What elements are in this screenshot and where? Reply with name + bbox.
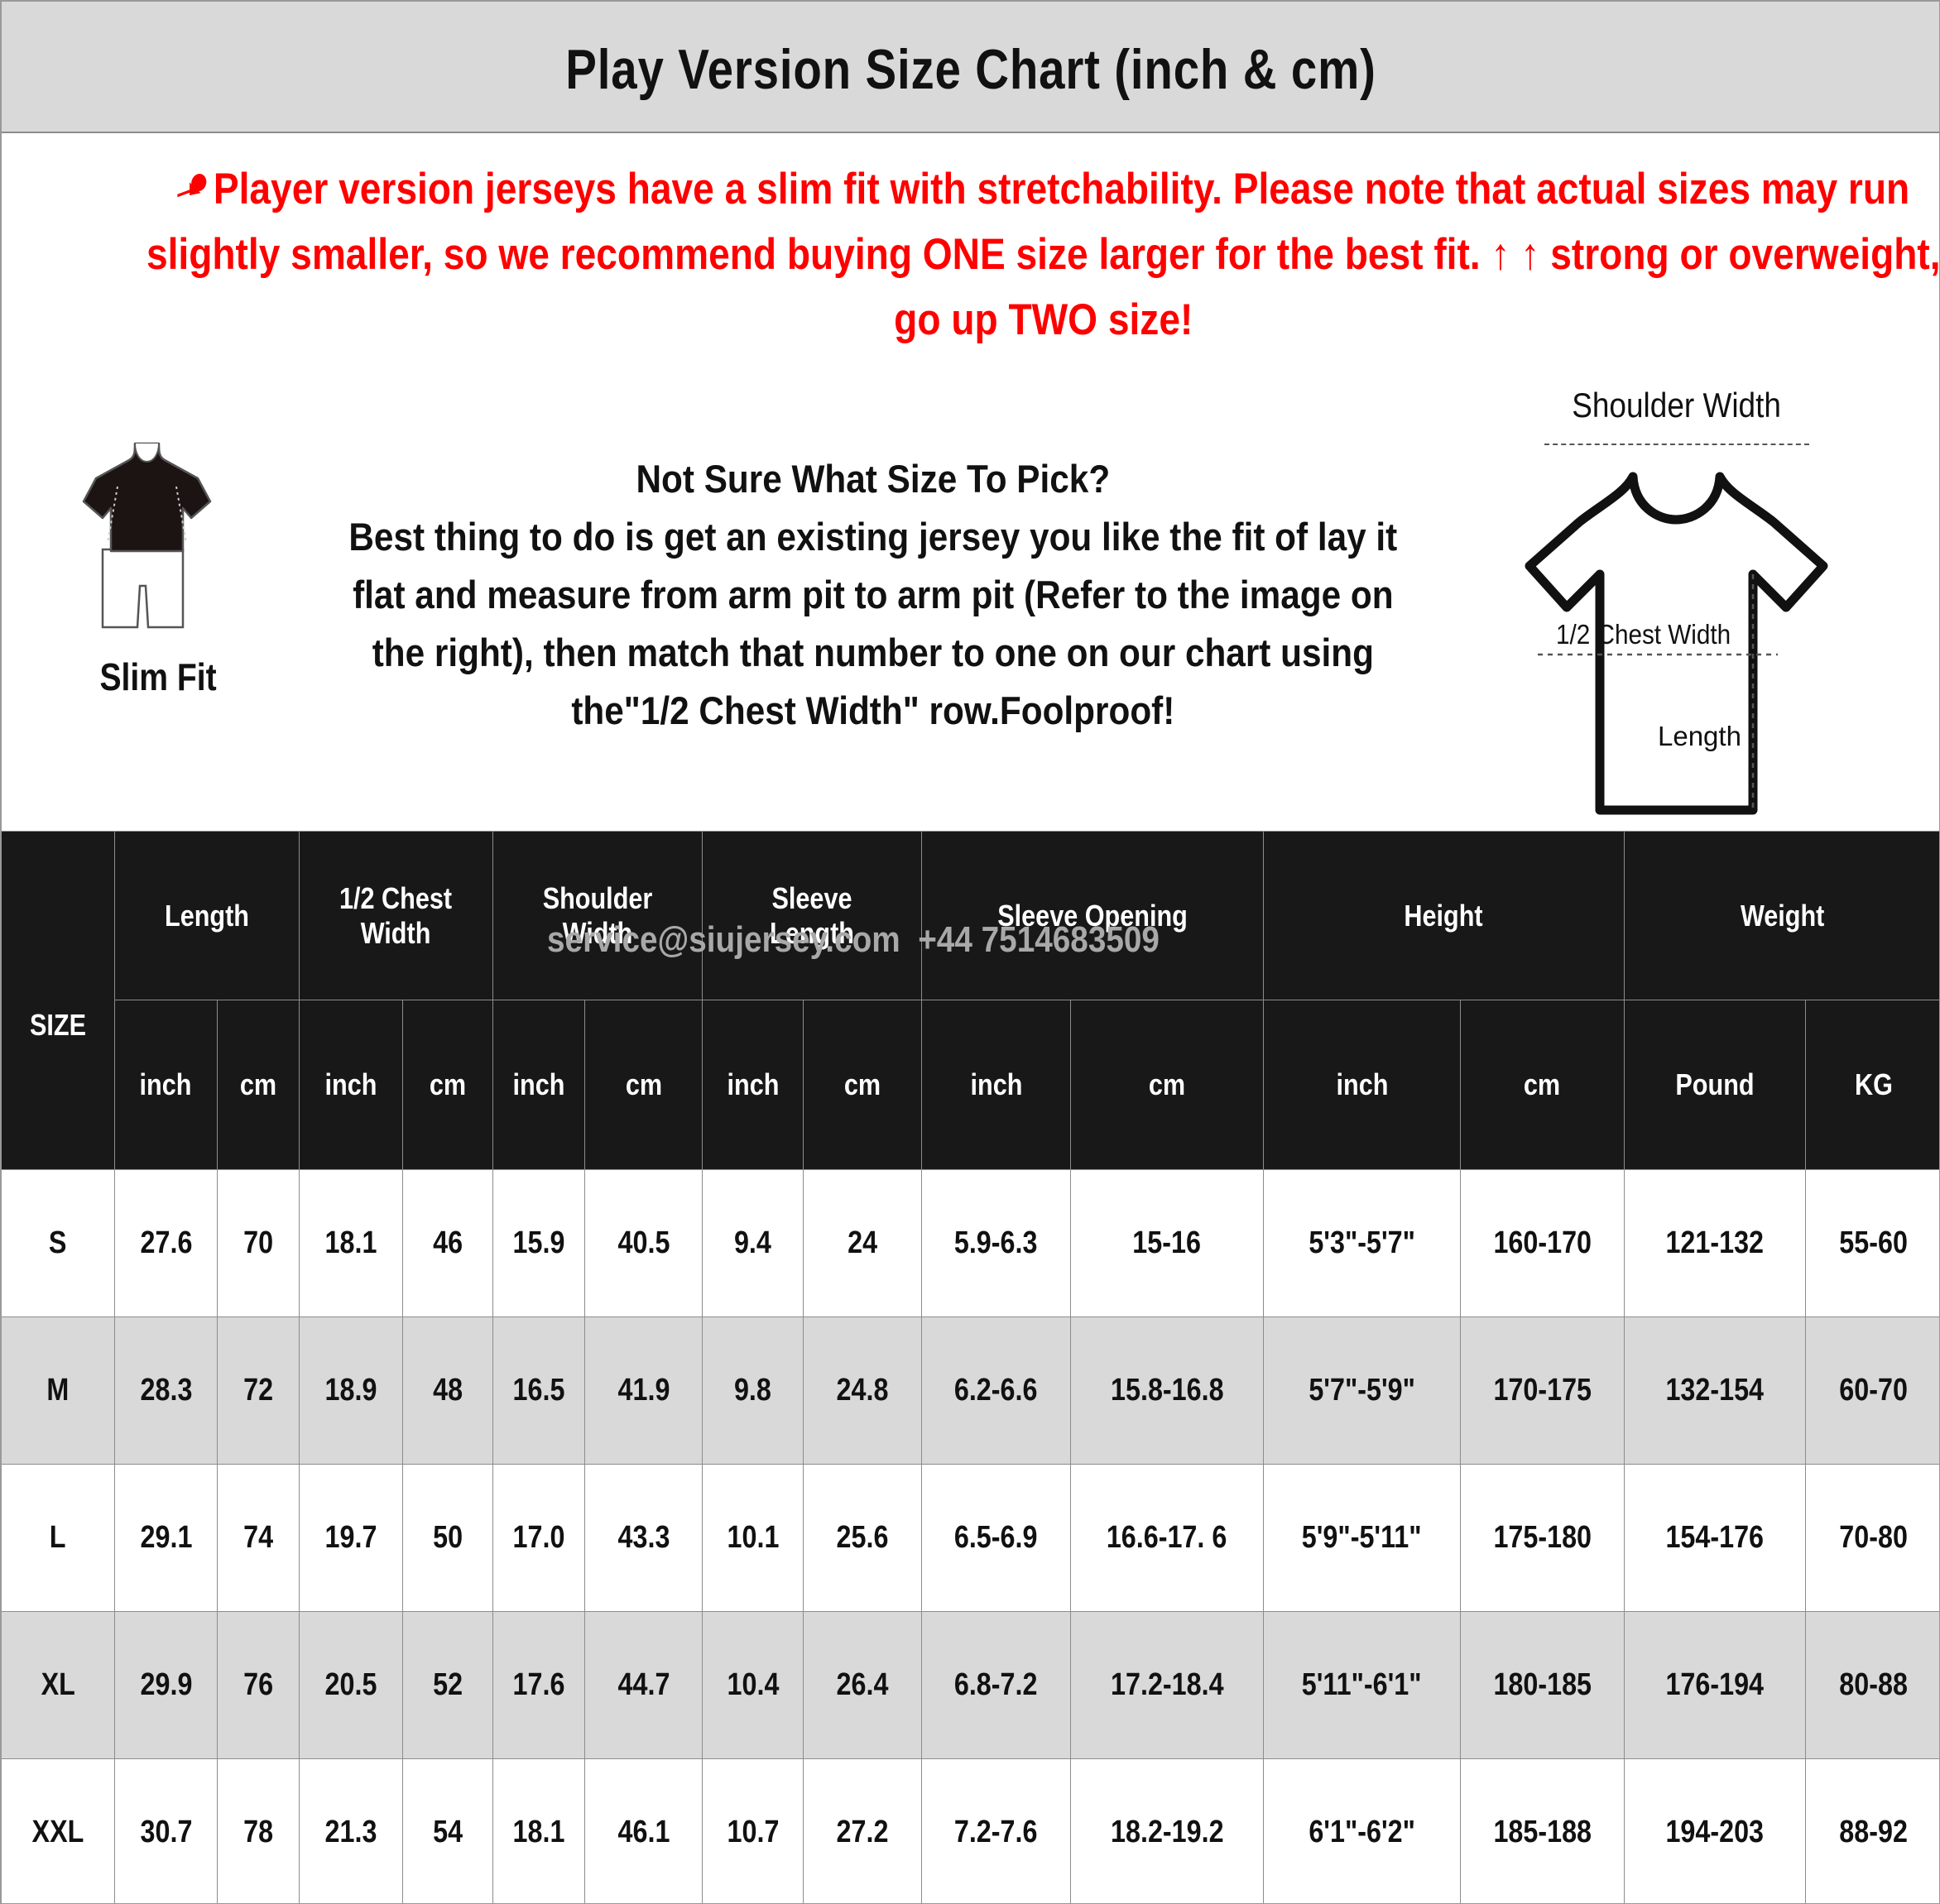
svg-text:1/2 Chest Width: 1/2 Chest Width xyxy=(1556,620,1731,650)
svg-text:Length: Length xyxy=(1658,721,1741,751)
